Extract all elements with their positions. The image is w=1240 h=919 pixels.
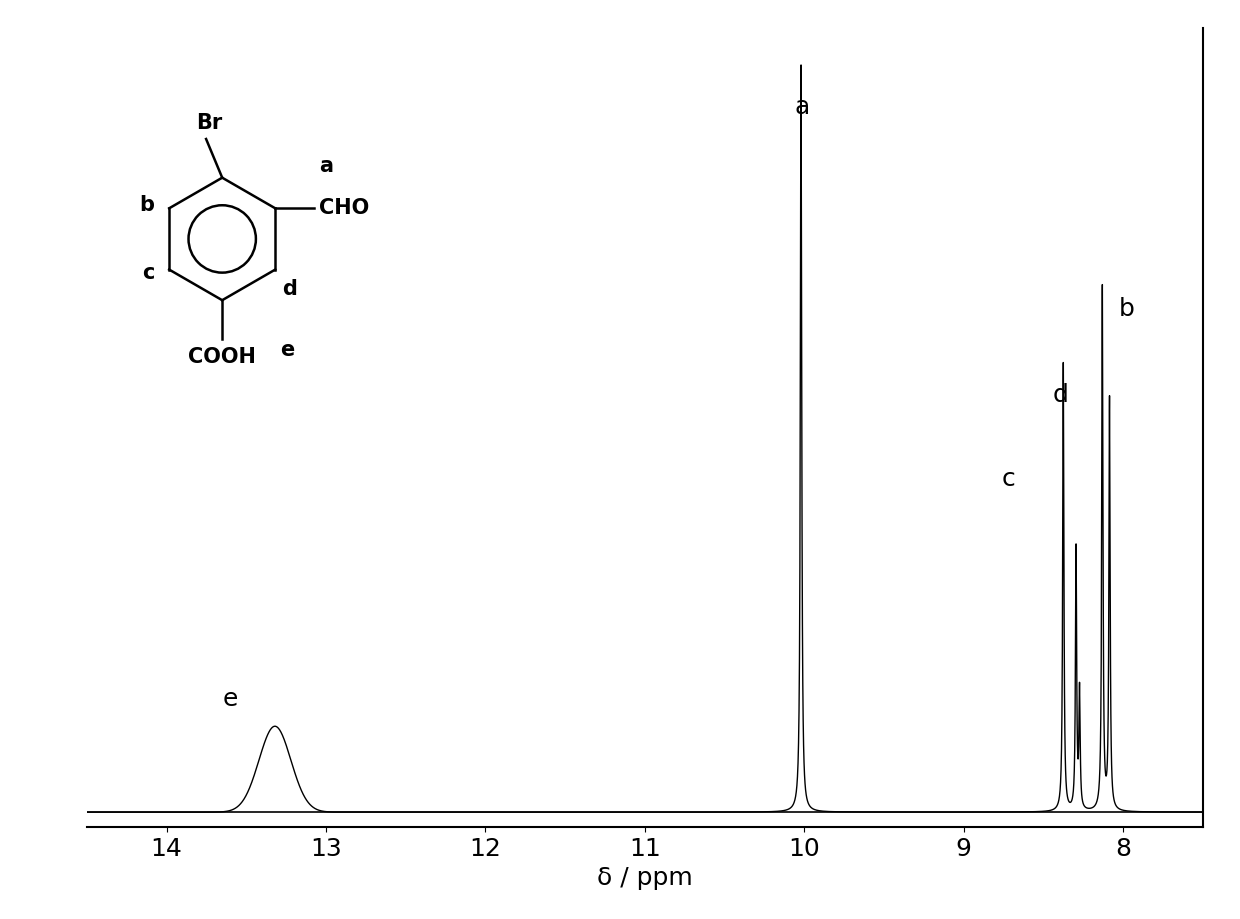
Text: e: e: [222, 687, 238, 711]
Text: c: c: [1002, 467, 1016, 491]
Text: b: b: [1118, 297, 1135, 321]
Text: Br: Br: [196, 112, 222, 132]
Text: d: d: [1053, 382, 1069, 406]
Text: a: a: [319, 156, 332, 176]
Text: b: b: [140, 195, 155, 215]
Text: a: a: [795, 95, 810, 119]
X-axis label: δ / ppm: δ / ppm: [596, 867, 693, 891]
Text: d: d: [281, 279, 296, 300]
Text: COOH: COOH: [188, 347, 257, 367]
Text: e: e: [280, 341, 294, 360]
Text: CHO: CHO: [319, 199, 370, 219]
Text: c: c: [143, 263, 155, 283]
